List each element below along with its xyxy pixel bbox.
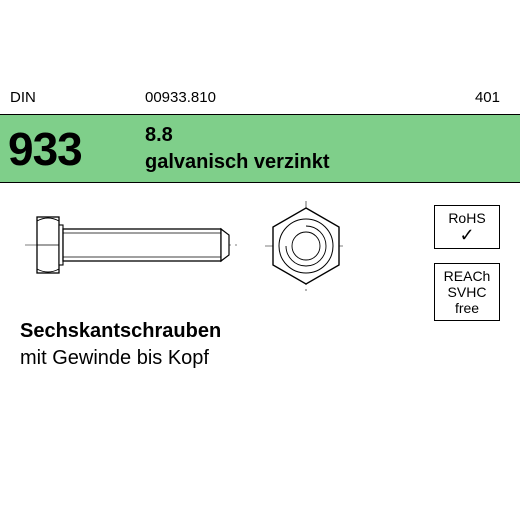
din-number-cell: 933 — [0, 115, 135, 182]
header-din-label: DIN — [0, 85, 135, 114]
strength-grade: 8.8 — [145, 124, 520, 147]
spec-cell: 8.8 galvanisch verzinkt — [135, 115, 520, 182]
description-line2: mit Gewinde bis Kopf — [20, 345, 221, 372]
green-band: 933 8.8 galvanisch verzinkt — [0, 115, 520, 183]
header-code: 00933.810 — [135, 85, 435, 114]
datasheet-card: DIN 00933.810 401 933 8.8 galvanisch ver… — [0, 85, 520, 435]
reach-badge: REACh SVHC free — [434, 263, 500, 321]
check-icon: ✓ — [435, 226, 499, 244]
description-line1: Sechskantschrauben — [20, 318, 221, 345]
din-number: 933 — [8, 122, 82, 176]
body-area: Sechskantschrauben mit Gewinde bis Kopf … — [0, 183, 520, 435]
reach-line2: SVHC — [435, 284, 499, 300]
reach-line1: REACh — [435, 268, 499, 284]
header-row: DIN 00933.810 401 — [0, 85, 520, 115]
description: Sechskantschrauben mit Gewinde bis Kopf — [20, 318, 221, 372]
rohs-badge: RoHS ✓ — [434, 205, 500, 249]
rohs-label: RoHS — [435, 210, 499, 226]
finish-text: galvanisch verzinkt — [145, 151, 520, 174]
header-right-num: 401 — [435, 85, 520, 114]
reach-line3: free — [435, 300, 499, 316]
bolt-side-drawing — [25, 205, 240, 285]
hex-head-end-drawing — [265, 201, 347, 291]
